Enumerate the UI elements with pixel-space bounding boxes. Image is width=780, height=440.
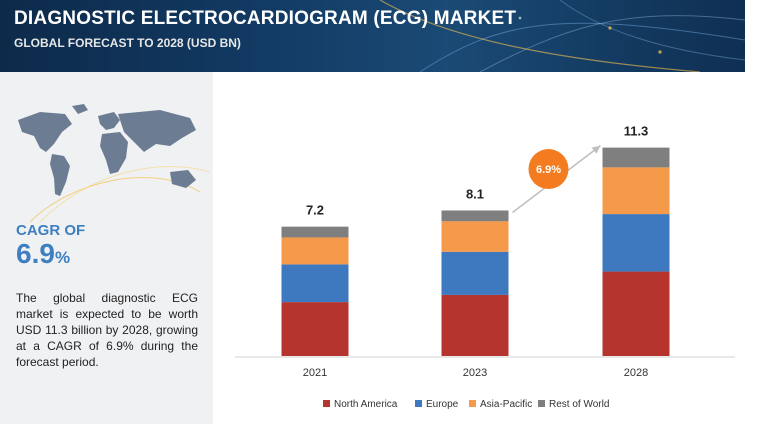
bar-segment-rest-of-world-2021 [281,226,349,238]
bar-segment-asia-pacific-2028 [602,167,670,215]
legend-swatch-north-america [323,400,330,407]
legend-label-asia-pacific: Asia-Pacific [480,399,532,410]
stacked-bar-chart: 7.2 2021 8.1 2023 11.3 2028 6.9% North America E… [235,124,735,410]
x-tick-label-2028: 2028 [624,367,648,379]
cagr-badge-label: 6.9% [536,164,561,176]
page-title: DIAGNOSTIC ELECTROCARDIOGRAM (ECG) MARKE… [14,8,517,29]
legend-swatch-rest-of-world [538,400,545,407]
bar-segment-north-america-2028 [602,271,670,356]
header-background-art [379,0,745,72]
cagr-unit: % [54,248,71,267]
legend-swatch-asia-pacific [469,400,476,407]
legend-label-rest-of-world: Rest of World [549,399,609,410]
cagr-label: CAGR OF [16,222,86,239]
legend-label-north-america: North America [334,399,398,410]
x-tick-label-2021: 2021 [303,367,327,379]
bar-segment-europe-2028 [602,214,670,272]
cagr-badge [528,149,569,190]
world-map-icon [18,104,210,222]
legend-swatch-europe [415,400,422,407]
total-label-2028: 11.3 [624,124,649,139]
header-banner: DIAGNOSTIC ELECTROCARDIOGRAM (ECG) MARKE… [0,0,745,72]
page-subtitle: GLOBAL FORECAST TO 2028 (USD BN) [14,36,241,50]
bar-segment-rest-of-world-2028 [602,147,670,168]
market-description: The global diagnostic ECG market is expe… [16,291,198,369]
bar-segment-north-america-2021 [281,302,349,356]
total-label-2023: 8.1 [466,186,484,201]
summary-panel: CAGR OF 6.9% The global diagnostic ECG m… [0,72,213,424]
total-label-2021: 7.2 [306,203,324,218]
cagr-arrow-head [591,145,601,154]
footer-strip [0,424,780,440]
bar-segment-europe-2021 [281,264,349,303]
bar-segment-rest-of-world-2023 [441,210,509,222]
bar-segment-north-america-2023 [441,294,509,356]
bar-segment-asia-pacific-2023 [441,221,509,252]
legend-label-europe: Europe [426,399,459,410]
x-tick-label-2023: 2023 [463,367,487,379]
cagr-number: 6.9 [16,238,55,269]
bar-segment-asia-pacific-2021 [281,237,349,265]
cagr-value: 6.9% [16,238,70,270]
bar-segment-europe-2023 [441,251,509,295]
